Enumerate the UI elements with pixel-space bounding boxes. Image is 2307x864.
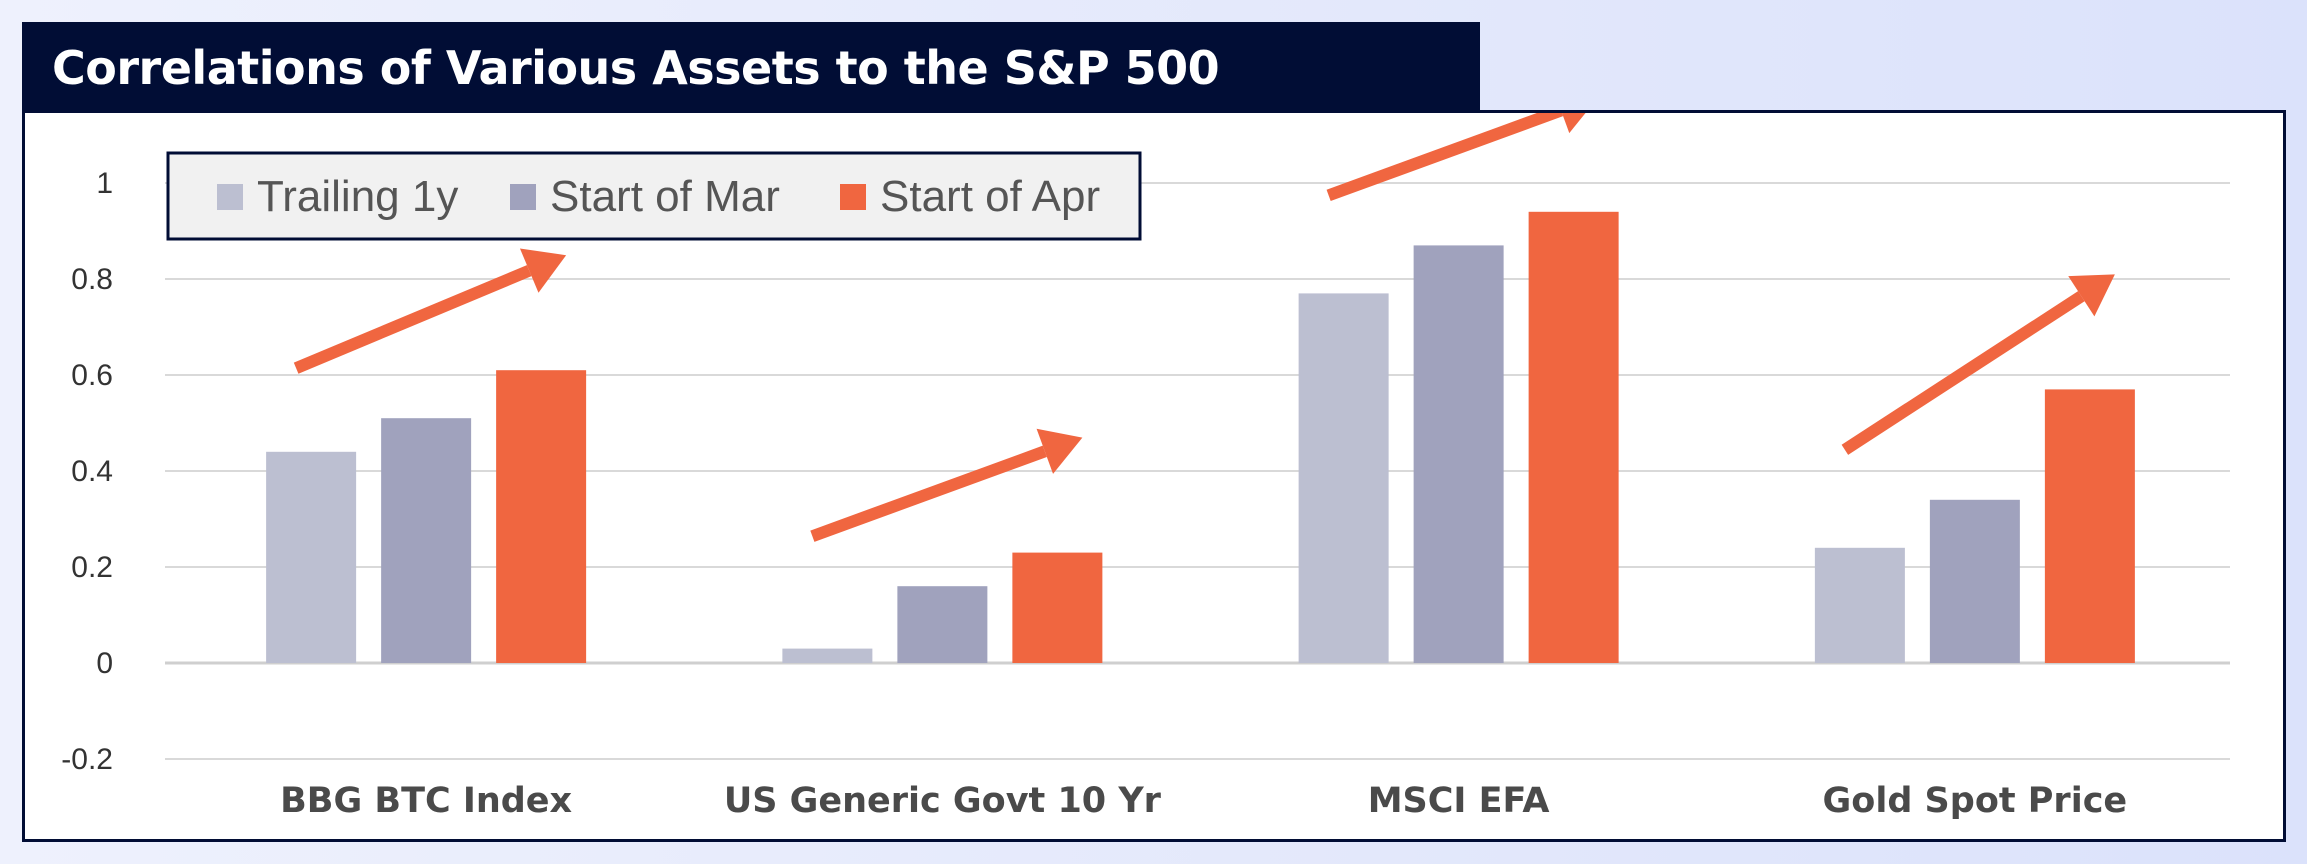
trend-arrow-head xyxy=(2068,274,2115,317)
bar-start-of-mar xyxy=(381,418,472,663)
trend-arrow-shaft xyxy=(1326,113,1564,202)
bar-start-of-apr xyxy=(1528,211,1619,664)
y-tick-label: 0 xyxy=(96,647,113,680)
y-tick-label: -0.2 xyxy=(61,743,113,776)
x-category-label: BBG BTC Index xyxy=(280,781,572,821)
bar-start-of-apr xyxy=(496,370,587,663)
legend-swatch xyxy=(217,184,243,210)
trend-arrow-shaft xyxy=(810,445,1047,542)
x-axis-categories: BBG BTC Index US Generic Govt 10 Yr MSCI E… xyxy=(280,781,2127,821)
legend-label: Trailing 1y xyxy=(257,172,458,221)
y-axis-ticks: -0.2 0 0.2 0.4 0.6 0.8 1 xyxy=(61,167,113,776)
bar-start-of-apr xyxy=(2044,389,2135,663)
x-category-label: Gold Spot Price xyxy=(1823,781,2128,821)
trend-arrow-head xyxy=(1036,428,1083,474)
y-tick-label: 0.6 xyxy=(71,359,113,392)
x-category-label: MSCI EFA xyxy=(1368,781,1550,821)
legend-swatch xyxy=(510,184,536,210)
y-tick-label: 1 xyxy=(96,167,113,200)
bar-start-of-mar xyxy=(1413,245,1504,663)
bar-start-of-apr xyxy=(1012,552,1103,663)
legend: Trailing 1y Start of Mar Start of Apr xyxy=(166,151,1142,241)
bar-trailing-1y xyxy=(1298,293,1389,663)
y-tick-label: 0.2 xyxy=(71,551,113,584)
correlation-bar-chart: -0.2 0 0.2 0.4 0.6 0.8 1 BBG BTC Index US Gener… xyxy=(61,113,2230,821)
legend-box xyxy=(166,151,1142,241)
gridlines xyxy=(165,182,2230,760)
legend-label: Start of Mar xyxy=(550,172,780,221)
trend-arrows xyxy=(293,113,2115,542)
bar-start-of-mar xyxy=(897,586,988,663)
legend-label: Start of Apr xyxy=(880,172,1100,221)
trend-arrow-head xyxy=(1561,113,1586,134)
chart-frame: -0.2 0 0.2 0.4 0.6 0.8 1 BBG BTC Index US Gener… xyxy=(22,110,2286,842)
y-tick-label: 0.4 xyxy=(71,455,113,488)
bar-trailing-1y xyxy=(266,451,357,663)
trend-arrow-head xyxy=(519,248,567,293)
bars xyxy=(266,211,2135,664)
trend-arrow-shaft xyxy=(293,265,532,374)
x-category-label: US Generic Govt 10 Yr xyxy=(724,781,1162,821)
trend-arrow-shaft xyxy=(1841,291,2085,455)
chart-title: Correlations of Various Assets to the S&… xyxy=(22,22,1480,114)
y-tick-label: 0.8 xyxy=(71,263,113,296)
legend-swatch xyxy=(840,184,866,210)
bar-trailing-1y xyxy=(782,648,873,663)
bar-start-of-mar xyxy=(1929,499,2020,663)
bar-trailing-1y xyxy=(1814,547,1905,663)
